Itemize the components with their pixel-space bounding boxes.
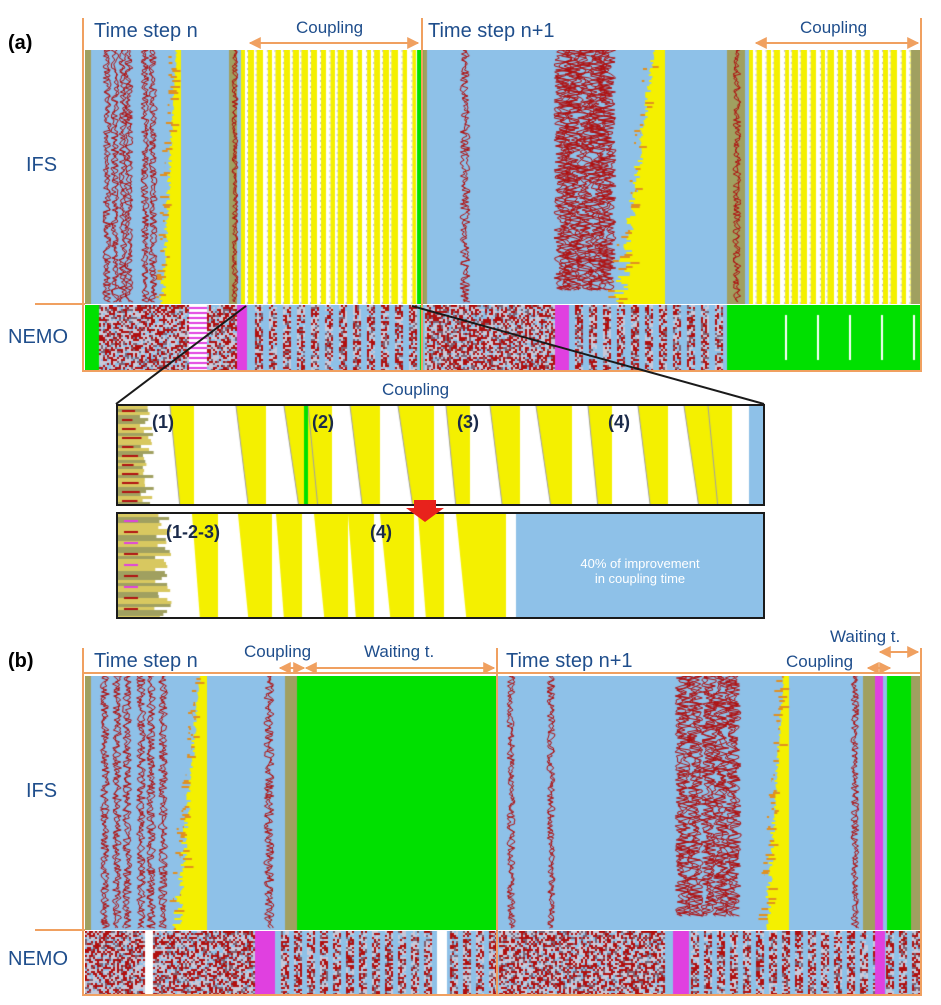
panel-a-nemo-label: NEMO bbox=[8, 326, 68, 348]
panel-a-ifs-trace bbox=[85, 50, 920, 304]
panel-a-step-n-label: Time step n bbox=[94, 20, 198, 42]
zoom-connector-left bbox=[115, 305, 247, 405]
b-ifs-canvas bbox=[85, 676, 920, 930]
panel-a-coupling-label-1: Coupling bbox=[296, 18, 364, 37]
zoom-phase-3: (3) bbox=[457, 412, 479, 432]
panel-a-coupling-label-2: Coupling bbox=[800, 18, 868, 37]
zoom-coupling-title: Coupling bbox=[382, 380, 450, 399]
improvement-note-line2: in coupling time bbox=[594, 571, 686, 586]
panel-b-coupling-label-1: Coupling bbox=[244, 642, 312, 661]
panel-b-step-n-label: Time step n bbox=[94, 650, 198, 672]
panel-b-waiting-label-2: Waiting t. bbox=[830, 627, 901, 646]
a-nemo-canvas bbox=[85, 305, 920, 370]
panel-b-nemo-trace bbox=[85, 931, 920, 994]
red-down-arrow bbox=[406, 500, 444, 522]
zoom-phase-4: (4) bbox=[608, 412, 630, 432]
zoom-before-trace bbox=[116, 404, 765, 506]
zoom-after-phase-4: (4) bbox=[370, 522, 392, 542]
b-nemo-canvas bbox=[85, 931, 920, 994]
panel-a-step-n1-label: Time step n+1 bbox=[428, 20, 555, 42]
panel-b-coupling-label-2: Coupling bbox=[786, 652, 854, 671]
panel-a-nemo-trace bbox=[85, 305, 920, 370]
panel-b-ifs-trace bbox=[85, 676, 920, 930]
improvement-note-line1: 40% of improvement bbox=[580, 556, 700, 571]
zoom-after-phase-123: (1-2-3) bbox=[166, 522, 221, 542]
improvement-note: 40% of improvement in coupling time bbox=[520, 556, 760, 586]
zoom-after-trace bbox=[116, 512, 765, 619]
panel-b-label: (b) bbox=[8, 650, 34, 672]
a-ifs-canvas bbox=[85, 50, 920, 304]
z2-canvas bbox=[118, 514, 763, 617]
zoom-phase-2: (2) bbox=[312, 412, 334, 432]
zoom-connector-right bbox=[411, 305, 765, 405]
panel-b-step-n1-label: Time step n+1 bbox=[506, 650, 633, 672]
zoom-phase-1: (1) bbox=[152, 412, 174, 432]
panel-a-label: (a) bbox=[8, 32, 33, 54]
z1-canvas bbox=[118, 406, 763, 504]
panel-b-nemo-label: NEMO bbox=[8, 948, 68, 970]
panel-b-waiting-label-1: Waiting t. bbox=[364, 642, 435, 661]
panel-b-ifs-label: IFS bbox=[26, 780, 58, 802]
panel-a-ifs-label: IFS bbox=[26, 154, 58, 176]
